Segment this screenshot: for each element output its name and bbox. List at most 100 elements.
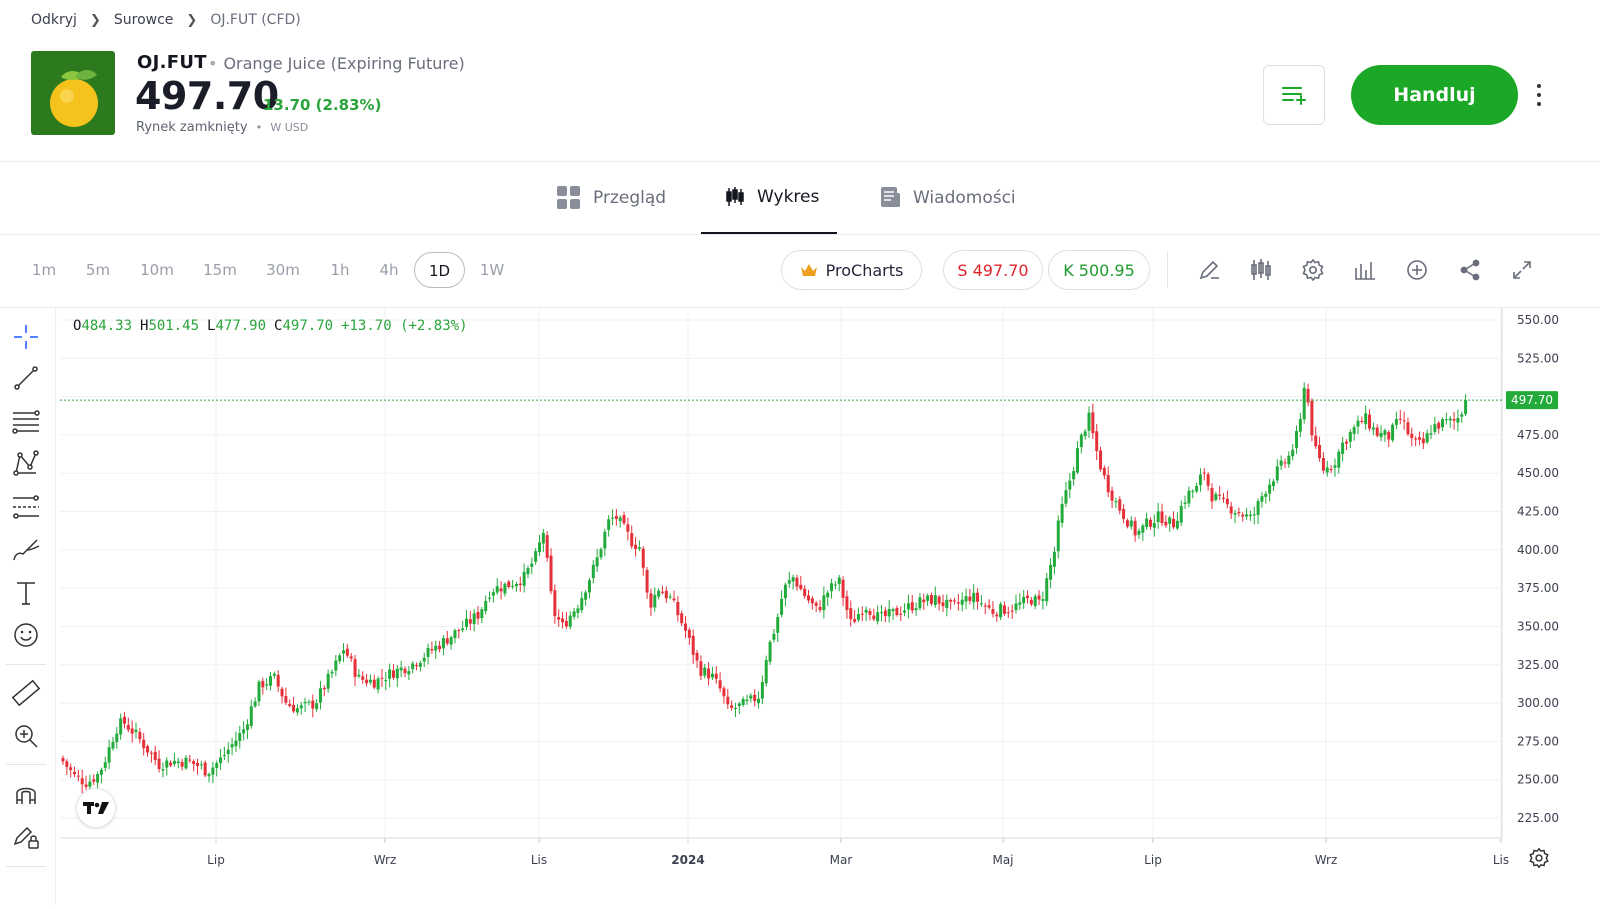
indicators-icon[interactable]	[1249, 258, 1273, 282]
pattern-icon[interactable]	[10, 447, 42, 479]
breadcrumb-item-current: OJ.FUT (CFD)	[210, 12, 301, 28]
zoom-in-icon[interactable]	[10, 720, 42, 752]
trade-button[interactable]: Handluj	[1351, 65, 1518, 125]
timeframe-30m[interactable]: 30m	[266, 261, 300, 279]
price-chart[interactable]: 550.00525.00500.00475.00450.00425.00400.…	[58, 308, 1600, 905]
breadcrumb-item-commodities[interactable]: Surowce	[113, 12, 174, 28]
candle-body	[242, 729, 246, 734]
candle-body	[1214, 493, 1218, 500]
breadcrumb-item-discover[interactable]: Odkryj	[31, 12, 77, 28]
timeframe-4h[interactable]: 4h	[379, 261, 399, 279]
candle-body	[1222, 497, 1226, 499]
tab-news[interactable]: Wiadomości	[881, 162, 1016, 234]
candle-body	[945, 599, 949, 608]
text-icon[interactable]	[10, 577, 42, 609]
add-circle-icon[interactable]	[1405, 258, 1429, 282]
chart-canvas[interactable]: 550.00525.00500.00475.00450.00425.00400.…	[58, 308, 1600, 905]
fullscreen-icon[interactable]	[1510, 258, 1534, 282]
chart-settings-icon[interactable]	[1528, 847, 1550, 869]
parallel-lines-icon[interactable]	[10, 405, 42, 437]
share-icon[interactable]	[1458, 258, 1482, 282]
candle-body	[634, 544, 638, 549]
candle-body	[1325, 467, 1329, 473]
candle-body	[545, 535, 549, 558]
candle-body	[1033, 596, 1037, 607]
candle-body	[1364, 413, 1368, 425]
timeframe-15m[interactable]: 15m	[203, 261, 237, 279]
brush-icon[interactable]	[10, 534, 42, 566]
candle-body	[318, 688, 322, 703]
candle-body	[1145, 518, 1149, 528]
sell-button[interactable]: S 497.70	[943, 250, 1043, 290]
candle-body	[1141, 525, 1145, 533]
instrument-name: Orange Juice (Expiring Future)	[223, 54, 465, 73]
add-to-watchlist-button[interactable]	[1263, 65, 1325, 125]
candle-body	[1433, 424, 1437, 432]
bar-chart-icon[interactable]	[1353, 258, 1377, 282]
more-options-icon[interactable]	[1531, 82, 1547, 108]
candle-body	[315, 703, 319, 710]
y-tick-label: 275.00	[1517, 734, 1559, 748]
candle-body	[1329, 469, 1333, 471]
candle-body	[637, 547, 641, 549]
candle-body	[1429, 433, 1433, 435]
candle-body	[514, 583, 518, 587]
crosshair-icon[interactable]	[10, 321, 42, 353]
candle-body	[1202, 472, 1206, 474]
timeframe-1m[interactable]: 1m	[31, 261, 57, 279]
drawing-toolbar	[0, 308, 56, 905]
candle-body	[1241, 514, 1245, 517]
candle-body	[257, 681, 261, 702]
divider	[0, 161, 1600, 162]
timeframe-1d[interactable]: 1D	[414, 252, 465, 288]
candle-body	[772, 633, 776, 640]
pencil-icon[interactable]	[1197, 258, 1221, 282]
magnet-icon[interactable]	[10, 778, 42, 810]
candle-body	[987, 605, 991, 608]
candle-body	[1298, 419, 1302, 432]
tab-chart[interactable]: Wykres	[701, 162, 837, 234]
fib-icon[interactable]	[10, 491, 42, 523]
trend-line-icon[interactable]	[10, 362, 42, 394]
candle-body	[65, 761, 69, 767]
candle-body	[1099, 450, 1103, 470]
lock-drawing-icon[interactable]	[10, 820, 42, 852]
candle-body	[499, 588, 503, 592]
timeframe-10m[interactable]: 10m	[140, 261, 174, 279]
y-tick-label: 300.00	[1517, 696, 1559, 710]
tradingview-logo[interactable]	[76, 788, 116, 828]
candle-body	[376, 678, 380, 690]
candle-body	[426, 647, 430, 657]
procharts-button[interactable]: ProCharts	[781, 250, 922, 290]
candle-body	[1410, 433, 1414, 439]
candle-body	[868, 611, 872, 615]
candle-body	[591, 564, 595, 579]
candle-body	[822, 595, 826, 611]
candle-body	[1095, 431, 1099, 452]
tab-bar: Przegląd Wykres Wiadomości	[0, 162, 1600, 234]
ruler-icon[interactable]	[10, 677, 42, 709]
settings-icon[interactable]	[1301, 258, 1325, 282]
candle-body	[895, 607, 899, 616]
candle-body	[810, 598, 814, 604]
timeframe-1w[interactable]: 1W	[479, 261, 505, 279]
candle-body	[526, 568, 530, 575]
candle-body	[968, 596, 972, 601]
instrument-price: 497.70	[135, 74, 279, 118]
candle-body	[856, 614, 860, 620]
candle-body	[976, 592, 980, 602]
candle-body	[126, 724, 130, 730]
candle-body	[234, 740, 238, 747]
candle-body	[418, 662, 422, 667]
candle-body	[1018, 602, 1022, 605]
timeframe-5m[interactable]: 5m	[85, 261, 111, 279]
timeframe-1h[interactable]: 1h	[330, 261, 350, 279]
tab-overview[interactable]: Przegląd	[557, 162, 666, 234]
candle-body	[1191, 491, 1195, 493]
buy-button[interactable]: K 500.95	[1048, 250, 1150, 290]
candle-body	[269, 676, 273, 686]
candle-body	[522, 571, 526, 586]
candle-body	[199, 764, 203, 766]
emoji-icon[interactable]	[10, 619, 42, 651]
candle-body	[1091, 412, 1095, 434]
